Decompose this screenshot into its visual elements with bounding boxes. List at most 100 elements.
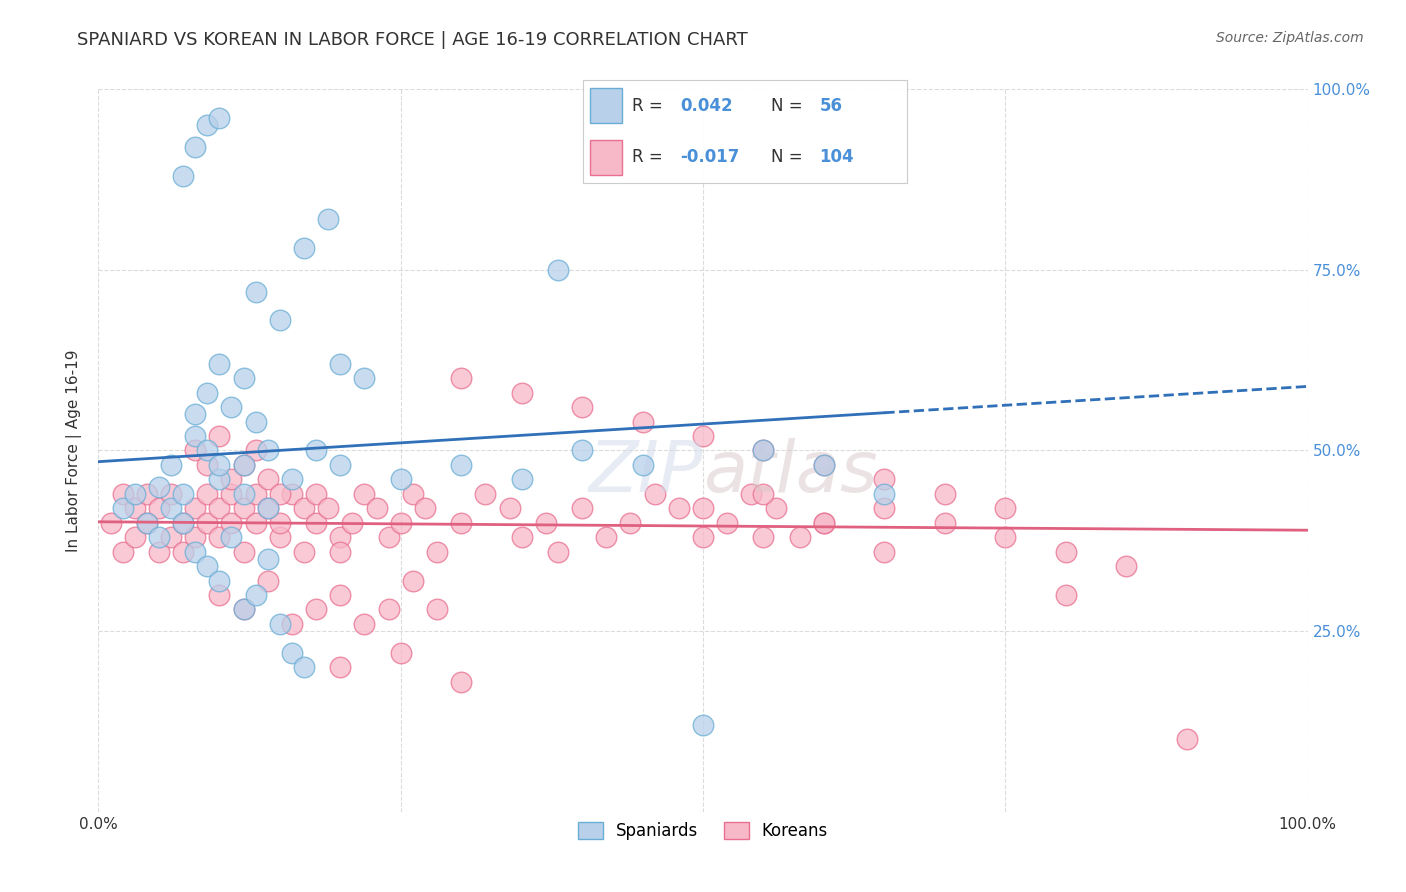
- Point: [450, 371, 472, 385]
- Point: [934, 516, 956, 530]
- Point: [135, 487, 157, 501]
- Point: [256, 501, 278, 516]
- Text: Source: ZipAtlas.com: Source: ZipAtlas.com: [1216, 31, 1364, 45]
- Point: [195, 119, 218, 133]
- Point: [221, 472, 243, 486]
- Text: 104: 104: [820, 148, 855, 166]
- Point: [245, 588, 267, 602]
- Point: [474, 487, 496, 501]
- Point: [281, 487, 304, 501]
- Point: [353, 371, 375, 385]
- Point: [148, 501, 170, 516]
- Point: [232, 602, 254, 616]
- Bar: [591, 88, 623, 123]
- Point: [752, 530, 775, 544]
- Point: [135, 516, 157, 530]
- Point: [160, 458, 183, 472]
- Point: [245, 487, 267, 501]
- Point: [353, 487, 375, 501]
- Point: [184, 140, 207, 154]
- Point: [329, 458, 352, 472]
- Point: [281, 472, 304, 486]
- Point: [329, 588, 352, 602]
- Point: [269, 616, 291, 631]
- Text: 0.042: 0.042: [681, 97, 733, 115]
- Point: [692, 501, 714, 516]
- Point: [184, 544, 207, 558]
- Point: [172, 516, 194, 530]
- Point: [232, 458, 254, 472]
- Point: [752, 443, 775, 458]
- Point: [389, 516, 412, 530]
- Point: [232, 501, 254, 516]
- Point: [111, 487, 134, 501]
- Point: [510, 530, 533, 544]
- Point: [547, 262, 569, 277]
- Point: [329, 357, 352, 371]
- Point: [813, 516, 835, 530]
- Point: [148, 544, 170, 558]
- Point: [124, 487, 146, 501]
- Point: [245, 415, 267, 429]
- Point: [994, 530, 1017, 544]
- Point: [292, 660, 315, 674]
- Point: [994, 501, 1017, 516]
- Point: [232, 371, 254, 385]
- Point: [377, 530, 399, 544]
- Point: [305, 516, 328, 530]
- Point: [389, 646, 412, 660]
- Point: [631, 458, 654, 472]
- Point: [366, 501, 388, 516]
- Point: [329, 530, 352, 544]
- Point: [100, 516, 122, 530]
- Point: [111, 544, 134, 558]
- Point: [716, 516, 738, 530]
- Point: [692, 718, 714, 732]
- Point: [450, 458, 472, 472]
- Point: [692, 530, 714, 544]
- Point: [1115, 559, 1137, 574]
- Point: [148, 480, 170, 494]
- Point: [402, 574, 425, 588]
- Point: [269, 530, 291, 544]
- Point: [305, 443, 328, 458]
- Point: [232, 544, 254, 558]
- Point: [184, 429, 207, 443]
- Point: [269, 516, 291, 530]
- Point: [172, 169, 194, 183]
- Point: [873, 544, 896, 558]
- Point: [221, 530, 243, 544]
- Point: [184, 407, 207, 421]
- Point: [389, 472, 412, 486]
- Point: [813, 458, 835, 472]
- Point: [221, 516, 243, 530]
- Text: ZIP: ZIP: [589, 438, 703, 507]
- Point: [342, 516, 364, 530]
- Point: [232, 602, 254, 616]
- Point: [813, 516, 835, 530]
- Point: [668, 501, 690, 516]
- Point: [934, 487, 956, 501]
- Point: [221, 487, 243, 501]
- Legend: Spaniards, Koreans: Spaniards, Koreans: [571, 815, 835, 847]
- Point: [160, 501, 183, 516]
- Point: [232, 458, 254, 472]
- Point: [256, 472, 278, 486]
- Point: [195, 443, 218, 458]
- Point: [752, 443, 775, 458]
- Point: [172, 516, 194, 530]
- Point: [305, 602, 328, 616]
- Point: [571, 443, 593, 458]
- Point: [221, 400, 243, 414]
- Point: [292, 241, 315, 255]
- Point: [256, 574, 278, 588]
- Point: [765, 501, 787, 516]
- Bar: [591, 140, 623, 175]
- Point: [124, 530, 146, 544]
- Point: [305, 487, 328, 501]
- Point: [292, 544, 315, 558]
- Point: [752, 487, 775, 501]
- Point: [208, 429, 231, 443]
- Point: [498, 501, 520, 516]
- Point: [245, 443, 267, 458]
